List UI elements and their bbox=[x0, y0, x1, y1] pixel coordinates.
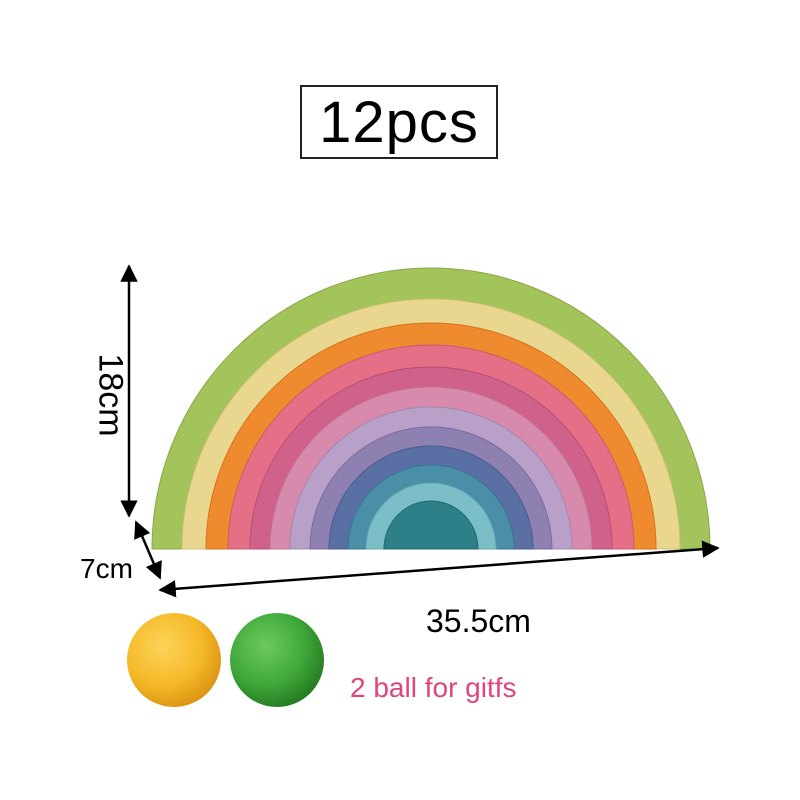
double-arrow-horizontal-icon bbox=[158, 540, 720, 598]
rainbow-stacker bbox=[151, 267, 711, 550]
depth-label: 7cm bbox=[80, 553, 133, 584]
width-label: 35.5cm bbox=[426, 603, 531, 639]
balls-caption: 2 ball for gitfs bbox=[350, 672, 517, 703]
title-text: 12pcs bbox=[319, 89, 479, 155]
green-ball bbox=[230, 613, 324, 707]
yellow-ball bbox=[127, 613, 221, 707]
arch-12 bbox=[383, 500, 479, 550]
double-arrow-diagonal-icon bbox=[134, 520, 162, 580]
height-label: 18cm bbox=[91, 353, 130, 437]
title-box: 12pcs bbox=[300, 85, 498, 159]
